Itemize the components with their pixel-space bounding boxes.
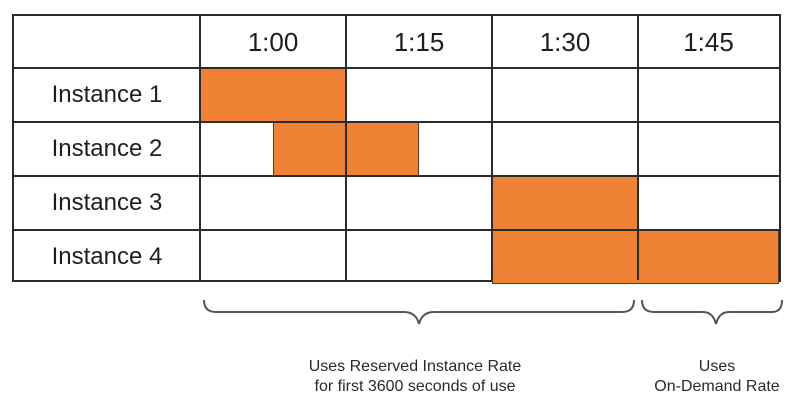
row-label-instance-2: Instance 2 bbox=[51, 135, 163, 162]
reserved-rate-brace bbox=[203, 299, 635, 325]
row-label-instance-1: Instance 1 bbox=[51, 81, 163, 108]
row-label-instance-4: Instance 4 bbox=[51, 243, 163, 270]
column-header-1: 1:00 bbox=[247, 26, 299, 57]
grid-line bbox=[199, 16, 201, 280]
column-header-4: 1:45 bbox=[683, 26, 734, 57]
grid-line bbox=[345, 16, 347, 280]
reserved-caption-line-1: Uses Reserved Instance Rate bbox=[308, 358, 522, 375]
grid-line bbox=[637, 16, 639, 280]
usage-bar-instance-4 bbox=[492, 230, 779, 284]
ondemand-rate-brace bbox=[641, 299, 783, 325]
column-header-2: 1:15 bbox=[393, 26, 445, 57]
reserved-rate-caption: Uses Reserved Instance Rate for first 36… bbox=[250, 357, 580, 397]
column-header-3: 1:30 bbox=[539, 26, 591, 57]
grid-line bbox=[14, 67, 779, 69]
instance-usage-grid: 1:00 1:15 1:30 1:45 Instance 1 Instance … bbox=[12, 14, 781, 284]
row-label-instance-3: Instance 3 bbox=[51, 189, 163, 216]
ondemand-caption-line-2: On-Demand Rate bbox=[654, 378, 780, 395]
ondemand-caption-line-1: Uses bbox=[698, 358, 736, 375]
ondemand-rate-caption: Uses On-Demand Rate bbox=[632, 357, 802, 397]
grid-line bbox=[14, 229, 779, 231]
grid-line bbox=[14, 175, 779, 177]
grid-line bbox=[491, 16, 493, 280]
grid-line bbox=[14, 121, 779, 123]
reserved-caption-line-2: for first 3600 seconds of use bbox=[314, 378, 516, 395]
